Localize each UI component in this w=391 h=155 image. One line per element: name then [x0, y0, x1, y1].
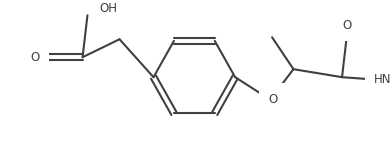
Text: O: O [268, 93, 278, 106]
Text: O: O [342, 19, 352, 32]
Text: O: O [30, 51, 39, 64]
Text: OH: OH [99, 2, 117, 15]
Text: HN: HN [374, 73, 391, 86]
